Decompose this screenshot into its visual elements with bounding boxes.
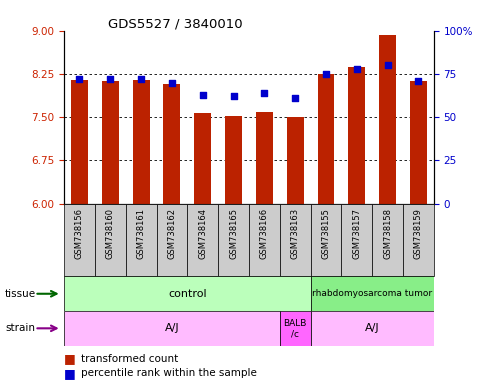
Text: GSM738164: GSM738164 (198, 208, 207, 259)
Text: GSM738156: GSM738156 (75, 208, 84, 259)
Bar (280, 204, 311, 276)
Bar (256, 112, 273, 204)
Text: ■: ■ (64, 353, 76, 366)
Point (322, 71, 330, 77)
Text: strain: strain (5, 323, 35, 333)
Bar (341, 204, 372, 276)
Bar (280, 311, 311, 346)
Text: GSM738161: GSM738161 (137, 208, 145, 259)
Point (75, 76, 83, 82)
Bar (157, 204, 187, 276)
Text: A/J: A/J (365, 323, 380, 333)
Point (384, 62, 391, 68)
Point (106, 76, 114, 82)
Text: ■: ■ (64, 367, 76, 380)
Text: GSM738157: GSM738157 (352, 208, 361, 259)
Point (168, 79, 176, 86)
Text: GSM738155: GSM738155 (321, 208, 330, 259)
Bar (287, 117, 304, 204)
Text: GSM738159: GSM738159 (414, 208, 423, 259)
Bar (225, 116, 242, 204)
Bar (194, 113, 211, 204)
Point (260, 90, 268, 96)
Bar (249, 204, 280, 276)
Text: tissue: tissue (5, 289, 36, 299)
Text: GSM738163: GSM738163 (291, 208, 300, 259)
Bar (64, 276, 311, 311)
Text: BALB
/c: BALB /c (283, 319, 307, 338)
Point (291, 95, 299, 101)
Bar (133, 80, 149, 204)
Text: transformed count: transformed count (81, 354, 178, 364)
Point (199, 91, 207, 98)
Text: A/J: A/J (165, 323, 179, 333)
Bar (410, 81, 427, 204)
Bar (317, 74, 334, 204)
Bar (218, 204, 249, 276)
Text: GSM738166: GSM738166 (260, 208, 269, 259)
Text: GDS5527 / 3840010: GDS5527 / 3840010 (108, 17, 243, 30)
Bar (379, 35, 396, 204)
Bar (102, 81, 119, 204)
Bar (349, 67, 365, 204)
Bar (164, 84, 180, 204)
Bar (95, 204, 126, 276)
Bar (126, 204, 157, 276)
Point (353, 66, 361, 72)
Point (230, 93, 238, 99)
Text: GSM738158: GSM738158 (383, 208, 392, 259)
Text: rhabdomyosarcoma tumor: rhabdomyosarcoma tumor (312, 289, 432, 298)
Text: percentile rank within the sample: percentile rank within the sample (81, 368, 257, 378)
Bar (71, 80, 88, 204)
Point (415, 78, 423, 84)
Text: control: control (168, 289, 207, 299)
Bar (403, 204, 434, 276)
Point (137, 76, 145, 82)
Text: GSM738162: GSM738162 (168, 208, 176, 259)
Text: GSM738160: GSM738160 (106, 208, 115, 259)
Bar (311, 204, 341, 276)
Bar (311, 311, 434, 346)
Bar (64, 311, 280, 346)
Bar (372, 204, 403, 276)
Bar (64, 204, 95, 276)
Bar (187, 204, 218, 276)
Text: GSM738165: GSM738165 (229, 208, 238, 259)
Bar (311, 276, 434, 311)
